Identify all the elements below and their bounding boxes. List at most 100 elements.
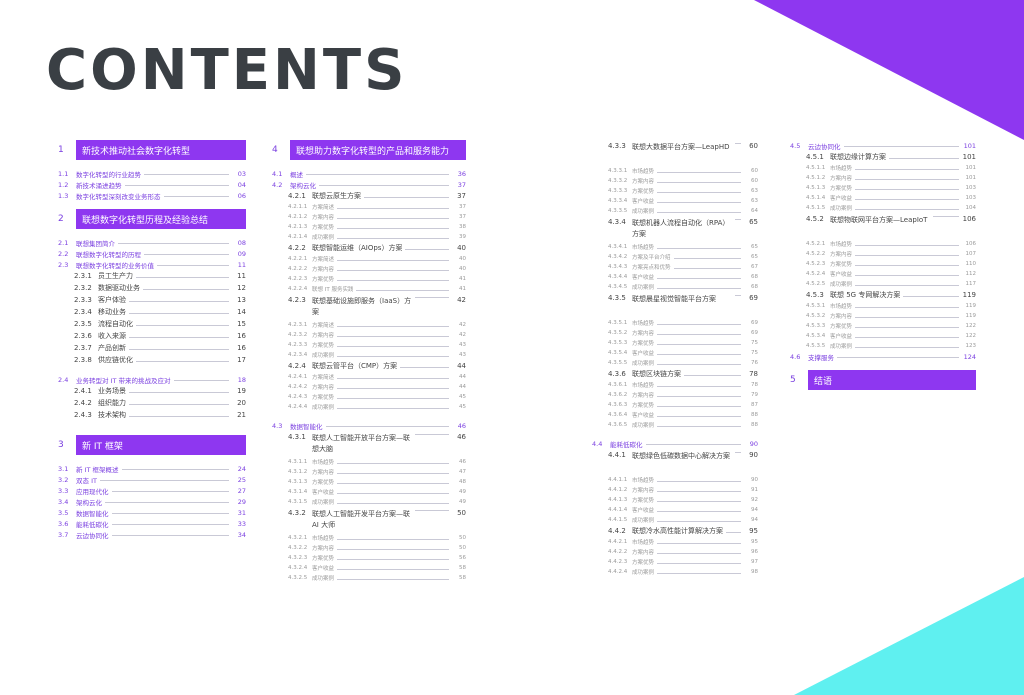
toc-entry[interactable]: 4.3.2 联想人工智能开发平台方案—联 AI 大师 50	[268, 507, 466, 533]
toc-entry[interactable]: 4.3.2.1 市场趋势 50	[268, 533, 466, 543]
toc-entry[interactable]: 4.5.2.4 客户收益 112	[786, 269, 976, 279]
toc-entry[interactable]: 4.5.2.5 成功案例 117	[786, 279, 976, 289]
toc-entry[interactable]: 4.2.4.2 方案内容 44	[268, 382, 466, 392]
chapter-heading[interactable]: 5 结语	[786, 370, 976, 390]
toc-entry[interactable]: 4.3.2.5 成功案例 58	[268, 573, 466, 583]
toc-entry[interactable]: 4.3.4 联想机器人流程自动化（RPA）方案 65	[588, 216, 758, 242]
toc-entry[interactable]: 4.3.3.5 成功案例 64	[588, 206, 758, 216]
toc-entry[interactable]: 4.4.1.5 成功案例 94	[588, 515, 758, 525]
toc-entry[interactable]: 4.2.1.2 方案内容 37	[268, 212, 466, 222]
toc-entry[interactable]: 4.5.1.3 方案优势 103	[786, 183, 976, 193]
chapter-heading[interactable]: 3 新 IT 框架	[54, 435, 246, 455]
toc-entry[interactable]: 4.2.2.4 联想 IT 服务实践 41	[268, 284, 466, 294]
toc-entry[interactable]: 1.1 数字化转型的行业趋势 03	[54, 168, 246, 179]
toc-entry[interactable]: 4.2.4.4 成功案例 45	[268, 402, 466, 412]
toc-entry[interactable]: 4.2.3.3 方案优势 43	[268, 340, 466, 350]
toc-entry[interactable]: 4.2.4.3 方案优势 45	[268, 392, 466, 402]
toc-entry[interactable]: 3.5 数据智能化 31	[54, 507, 246, 518]
toc-entry[interactable]: 4.2.2.1 方案简述 40	[268, 254, 466, 264]
toc-entry[interactable]: 4.2.3.1 方案简述 42	[268, 320, 466, 330]
toc-entry[interactable]: 4.5.1.5 成功案例 104	[786, 203, 976, 213]
toc-entry[interactable]: 1.2 新技术涌进趋势 04	[54, 179, 246, 190]
toc-entry[interactable]: 4.3.6.3 方案优势 87	[588, 400, 758, 410]
toc-entry[interactable]: 2.3 联想数字化转型的业务价值 11	[54, 259, 246, 270]
toc-entry[interactable]: 4.2.2 联想智能运维（AIOps）方案 40	[268, 242, 466, 254]
toc-entry[interactable]: 4.4.2 联想冷水高性能计算解决方案 95	[588, 525, 758, 537]
toc-entry[interactable]: 3.6 能耗低碳化 33	[54, 518, 246, 529]
toc-entry[interactable]: 4.3.5.5 成功案例 76	[588, 358, 758, 368]
toc-entry[interactable]: 4.5.1.2 方案内容 101	[786, 173, 976, 183]
toc-entry[interactable]: 4.3.5.2 方案内容 69	[588, 328, 758, 338]
toc-entry[interactable]: 4.4.2.1 市场趋势 95	[588, 537, 758, 547]
toc-entry[interactable]: 4.3.3.2 方案内容 60	[588, 176, 758, 186]
toc-entry[interactable]: 2.3.7 产品创新 16	[54, 342, 246, 354]
toc-entry[interactable]: 4.3.1.5 成功案例 49	[268, 497, 466, 507]
toc-entry[interactable]: 4.2.3.2 方案内容 42	[268, 330, 466, 340]
toc-entry[interactable]: 4.2 架构云化 37	[268, 179, 466, 190]
toc-entry[interactable]: 4.5.2.1 市场趋势 106	[786, 239, 976, 249]
toc-entry[interactable]: 4.4.2.2 方案内容 96	[588, 547, 758, 557]
chapter-heading[interactable]: 4 联想助力数字化转型的产品和服务能力	[268, 140, 466, 160]
toc-entry[interactable]: 4.4.1.3 方案优势 92	[588, 495, 758, 505]
toc-entry[interactable]: 4.3.6.2 方案内容 79	[588, 390, 758, 400]
toc-entry[interactable]: 4.5.3.5 成功案例 123	[786, 341, 976, 351]
toc-entry[interactable]: 4.2.4 联想云管平台（CMP）方案 44	[268, 360, 466, 372]
toc-entry[interactable]: 4.3.1.3 方案优势 48	[268, 477, 466, 487]
toc-entry[interactable]: 4.2.4.1 方案简述 44	[268, 372, 466, 382]
toc-entry[interactable]: 4.3.4.3 方案亮点和优势 67	[588, 262, 758, 272]
toc-entry[interactable]: 4.3.5.1 市场趋势 69	[588, 318, 758, 328]
toc-entry[interactable]: 4.5.2.3 方案优势 110	[786, 259, 976, 269]
toc-entry[interactable]: 2.3.1 员工生产力 11	[54, 270, 246, 282]
toc-entry[interactable]: 4.3.2.2 方案内容 50	[268, 543, 466, 553]
toc-entry[interactable]: 4.2.3.4 成功案例 43	[268, 350, 466, 360]
toc-entry[interactable]: 2.4.3 技术架构 21	[54, 409, 246, 421]
toc-entry[interactable]: 4.3.2.4 客户收益 58	[268, 563, 466, 573]
toc-entry[interactable]: 4.3.5 联想晨星视觉智能平台方案 69	[588, 292, 758, 318]
toc-entry[interactable]: 4.2.2.3 方案优势 41	[268, 274, 466, 284]
toc-entry[interactable]: 4.3.4.2 方案及平台介绍 65	[588, 252, 758, 262]
toc-entry[interactable]: 4.5.3 联想 5G 专网解决方案 119	[786, 289, 976, 301]
toc-entry[interactable]: 2.1 联想集团简介 08	[54, 237, 246, 248]
toc-entry[interactable]: 4.4.1 联想绿色低碳数据中心解决方案 90	[588, 449, 758, 475]
toc-entry[interactable]: 4.4.1.1 市场趋势 90	[588, 475, 758, 485]
toc-entry[interactable]: 4.3.6.1 市场趋势 78	[588, 380, 758, 390]
toc-entry[interactable]: 4.3.1 联想人工智能开放平台方案—联想大脑 46	[268, 431, 466, 457]
toc-entry[interactable]: 4.3.5.3 方案优势 75	[588, 338, 758, 348]
toc-entry[interactable]: 4.3.4.1 市场趋势 65	[588, 242, 758, 252]
toc-entry[interactable]: 4.5.3.4 客户收益 122	[786, 331, 976, 341]
toc-entry[interactable]: 4.4.2.4 成功案例 98	[588, 567, 758, 577]
toc-entry[interactable]: 4.3.3.1 市场趋势 60	[588, 166, 758, 176]
toc-entry[interactable]: 2.4 业务转型对 IT 带来的挑战及应对 18	[54, 374, 246, 385]
toc-entry[interactable]: 4.4 能耗低碳化 90	[588, 438, 758, 449]
toc-entry[interactable]: 2.3.6 收入来源 16	[54, 330, 246, 342]
chapter-heading[interactable]: 1 新技术推动社会数字化转型	[54, 140, 246, 160]
toc-entry[interactable]: 2.3.3 客户体验 13	[54, 294, 246, 306]
toc-entry[interactable]: 2.3.2 数据驱动业务 12	[54, 282, 246, 294]
toc-entry[interactable]: 4.5.3.1 市场趋势 119	[786, 301, 976, 311]
toc-entry[interactable]: 4.3.1.1 市场趋势 46	[268, 457, 466, 467]
toc-entry[interactable]: 4.5.2 联想物联网平台方案—LeapIoT 106	[786, 213, 976, 239]
toc-entry[interactable]: 4.2.1.1 方案简述 37	[268, 202, 466, 212]
toc-entry[interactable]: 4.1 概述 36	[268, 168, 466, 179]
toc-entry[interactable]: 4.3.5.4 客户收益 75	[588, 348, 758, 358]
toc-entry[interactable]: 4.4.1.4 客户收益 94	[588, 505, 758, 515]
toc-entry[interactable]: 4.3.6.5 成功案例 88	[588, 420, 758, 430]
toc-entry[interactable]: 4.5.3.2 方案内容 119	[786, 311, 976, 321]
toc-entry[interactable]: 4.3.3 联想大数据平台方案—LeapHD 60	[588, 140, 758, 166]
toc-entry[interactable]: 4.4.1.2 方案内容 91	[588, 485, 758, 495]
toc-entry[interactable]: 4.5.1.1 市场趋势 101	[786, 163, 976, 173]
toc-entry[interactable]: 4.4.2.3 方案优势 97	[588, 557, 758, 567]
toc-entry[interactable]: 4.3 数据智能化 46	[268, 420, 466, 431]
toc-entry[interactable]: 4.3.3.3 方案优势 63	[588, 186, 758, 196]
toc-entry[interactable]: 3.1 新 IT 框架概述 24	[54, 463, 246, 474]
toc-entry[interactable]: 4.3.6.4 客户收益 88	[588, 410, 758, 420]
toc-entry[interactable]: 4.3.4.5 成功案例 68	[588, 282, 758, 292]
toc-entry[interactable]: 4.3.2.3 方案优势 56	[268, 553, 466, 563]
toc-entry[interactable]: 2.3.4 移动业务 14	[54, 306, 246, 318]
toc-entry[interactable]: 3.2 双态 IT 25	[54, 474, 246, 485]
toc-entry[interactable]: 4.2.2.2 方案内容 40	[268, 264, 466, 274]
toc-entry[interactable]: 4.5 云边协同化 101	[786, 140, 976, 151]
toc-entry[interactable]: 2.4.1 业务场景 19	[54, 385, 246, 397]
toc-entry[interactable]: 4.3.1.2 方案内容 47	[268, 467, 466, 477]
toc-entry[interactable]: 2.3.5 流程自动化 15	[54, 318, 246, 330]
